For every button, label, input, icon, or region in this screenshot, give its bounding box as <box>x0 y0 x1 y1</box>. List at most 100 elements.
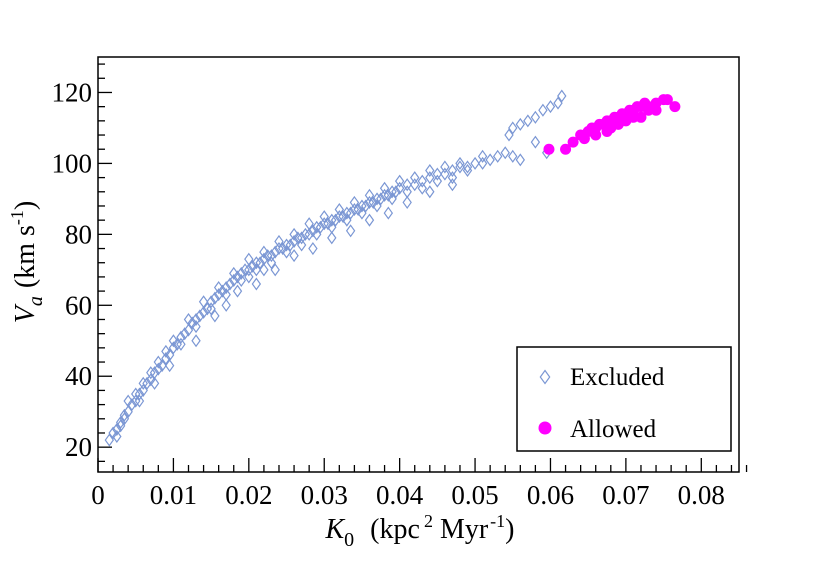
series-allowed <box>543 94 681 155</box>
x-axis-unit-sup2: -1 <box>490 511 505 531</box>
x-tick-label: 0.04 <box>376 480 424 510</box>
x-tick-label: 0 <box>91 480 105 510</box>
legend-label-allowed: Allowed <box>570 416 657 443</box>
excluded-point <box>425 171 435 185</box>
excluded-point <box>172 337 182 351</box>
excluded-point <box>349 202 360 217</box>
excluded-point <box>221 298 231 312</box>
excluded-point <box>161 351 171 366</box>
excluded-point <box>225 277 235 291</box>
x-tick-label: 0.01 <box>150 480 197 510</box>
excluded-point <box>379 188 390 202</box>
x-axis-subscript: 0 <box>344 529 354 551</box>
excluded-point <box>240 263 250 277</box>
x-axis-unit-sup1: 2 <box>424 511 433 531</box>
excluded-point <box>462 163 473 178</box>
excluded-point <box>289 249 299 263</box>
excluded-point <box>191 334 201 348</box>
excluded-point <box>259 245 269 259</box>
excluded-point <box>338 210 348 224</box>
legend-box <box>516 346 732 452</box>
excluded-point <box>342 206 352 220</box>
excluded-point <box>372 199 382 213</box>
legend: Excluded Allowed <box>516 346 732 452</box>
excluded-point <box>391 185 401 199</box>
excluded-point <box>183 323 194 337</box>
excluded-point <box>323 217 333 231</box>
excluded-point <box>311 220 322 234</box>
excluded-point <box>161 344 171 358</box>
excluded-point <box>515 153 526 167</box>
excluded-point <box>315 220 326 234</box>
excluded-point <box>402 185 412 199</box>
excluded-point <box>334 210 345 224</box>
excluded-point <box>236 273 246 287</box>
excluded-point <box>119 412 130 426</box>
excluded-point <box>229 273 239 287</box>
excluded-point <box>327 231 337 245</box>
allowed-point <box>567 136 579 148</box>
excluded-point <box>266 256 277 270</box>
y-tick-label: 40 <box>65 361 92 391</box>
excluded-point <box>142 376 152 390</box>
legend-diamond-icon <box>539 369 551 385</box>
excluded-point <box>417 174 427 188</box>
excluded-point <box>255 256 265 270</box>
allowed-point <box>560 143 572 155</box>
x-axis-symbol: K <box>324 514 345 545</box>
x-tick-label: 0.08 <box>678 480 725 510</box>
excluded-point <box>300 227 311 241</box>
x-axis-unit-open: (kpc <box>370 514 420 545</box>
excluded-point <box>455 156 465 170</box>
y-axis-title: Va (km s-1) <box>7 201 47 323</box>
excluded-point <box>232 270 243 284</box>
excluded-point <box>327 213 337 227</box>
excluded-point <box>462 160 473 174</box>
excluded-point <box>112 422 122 436</box>
excluded-point <box>334 202 345 217</box>
excluded-point <box>477 149 488 163</box>
excluded-point <box>244 270 254 284</box>
excluded-point <box>289 227 299 241</box>
excluded-point <box>146 366 156 380</box>
excluded-point <box>213 281 224 295</box>
excluded-point <box>115 415 126 429</box>
excluded-point <box>134 394 145 408</box>
excluded-point <box>149 376 160 390</box>
excluded-point <box>296 231 307 245</box>
excluded-point <box>319 210 329 224</box>
y-axis-unit-sup: -1 <box>7 210 27 225</box>
excluded-point <box>553 96 563 110</box>
excluded-point <box>447 178 458 192</box>
excluded-point <box>504 128 514 142</box>
excluded-point <box>270 263 280 277</box>
excluded-point <box>104 433 115 447</box>
excluded-point <box>364 195 375 209</box>
allowed-point <box>627 111 639 123</box>
excluded-point <box>119 408 130 422</box>
y-axis-unit-close: ) <box>10 201 41 210</box>
excluded-point <box>470 156 480 170</box>
x-tick-label: 0.06 <box>527 480 574 510</box>
excluded-point <box>500 146 510 160</box>
excluded-point <box>157 359 167 373</box>
excluded-point <box>364 213 375 227</box>
plot-frame <box>97 56 740 473</box>
excluded-point <box>281 238 292 252</box>
legend-circle-icon <box>538 421 552 435</box>
excluded-point <box>477 156 488 170</box>
x-tick-label: 0.07 <box>602 480 649 510</box>
excluded-point <box>394 174 405 188</box>
excluded-point <box>372 192 382 206</box>
y-tick-label: 100 <box>52 148 93 178</box>
y-axis-symbol: V <box>10 303 41 323</box>
excluded-point <box>244 252 254 266</box>
excluded-point <box>455 160 465 174</box>
excluded-point <box>523 114 533 128</box>
excluded-point <box>266 249 277 263</box>
excluded-point <box>357 199 367 213</box>
excluded-point <box>198 305 209 319</box>
excluded-point <box>236 266 246 280</box>
excluded-point <box>206 295 216 309</box>
excluded-point <box>146 373 156 387</box>
